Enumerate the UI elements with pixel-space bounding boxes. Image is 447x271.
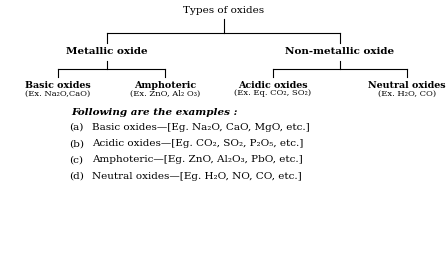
Text: (Ex. Na₂O,CaO): (Ex. Na₂O,CaO) — [25, 89, 91, 98]
Text: Amphoteric—[Eg. ZnO, Al₂O₃, PbO, etc.]: Amphoteric—[Eg. ZnO, Al₂O₃, PbO, etc.] — [92, 155, 302, 164]
Text: (Ex. H₂O, CO): (Ex. H₂O, CO) — [378, 89, 436, 98]
Text: Non-metallic oxide: Non-metallic oxide — [285, 47, 394, 56]
Text: Following are the examples :: Following are the examples : — [72, 108, 238, 117]
Text: Metallic oxide: Metallic oxide — [67, 47, 148, 56]
Text: Basic oxides: Basic oxides — [25, 81, 91, 90]
Text: Neutral oxides—[Eg. H₂O, NO, CO, etc.]: Neutral oxides—[Eg. H₂O, NO, CO, etc.] — [92, 172, 301, 181]
Text: Basic oxides—[Eg. Na₂O, CaO, MgO, etc.]: Basic oxides—[Eg. Na₂O, CaO, MgO, etc.] — [92, 123, 309, 132]
Text: (d): (d) — [69, 172, 84, 181]
Text: (a): (a) — [69, 123, 84, 132]
Text: (b): (b) — [69, 139, 84, 148]
Text: (c): (c) — [69, 155, 83, 164]
Text: (Ex. Eq. CO₂, SO₂): (Ex. Eq. CO₂, SO₂) — [234, 89, 311, 98]
Text: (Ex. ZnO, Al₂ O₃): (Ex. ZnO, Al₂ O₃) — [130, 89, 201, 98]
Text: Acidic oxides: Acidic oxides — [238, 81, 308, 90]
Text: Neutral oxides: Neutral oxides — [368, 81, 446, 90]
Text: Acidic oxides—[Eg. CO₂, SO₂, P₂O₅, etc.]: Acidic oxides—[Eg. CO₂, SO₂, P₂O₅, etc.] — [92, 139, 303, 148]
Text: Types of oxides: Types of oxides — [183, 6, 264, 15]
Text: Amphoteric: Amphoteric — [135, 81, 196, 90]
